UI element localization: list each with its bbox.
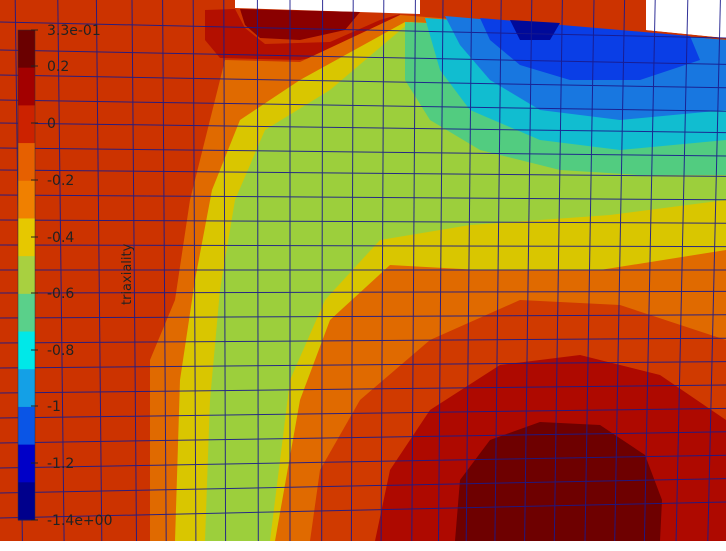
colorbar-segment <box>18 293 35 333</box>
colorbar: 3.3e-01 0.2 0 -0.2 -0.4 -0.6 -0.8 -1 -1.2 -1.4e+0… <box>17 23 135 529</box>
mesh-line <box>0 147 726 157</box>
mesh-line <box>0 219 726 224</box>
mesh-line <box>0 454 726 469</box>
mesh-line <box>0 244 726 248</box>
colorbar-title: triaxiality <box>120 243 135 305</box>
colorbar-ticks: 3.3e-01 0.2 0 -0.2 -0.4 -0.6 -0.8 -1 -1.2 -1.4e+0… <box>31 23 112 529</box>
colorbar-tick-label: -0.6 <box>47 286 74 302</box>
colorbar-segment <box>18 105 35 144</box>
mesh-line <box>0 194 726 201</box>
colorbar-segment <box>18 482 35 521</box>
mesh-line <box>0 314 726 319</box>
contour-navy <box>510 20 560 40</box>
colorbar-segment <box>18 256 35 295</box>
colorbar-segment <box>18 331 35 370</box>
colorbar-segment <box>18 180 35 219</box>
mesh-line <box>0 407 726 419</box>
mesh-line <box>0 122 726 134</box>
mesh-line <box>0 501 726 519</box>
mesh-line <box>0 49 726 65</box>
colorbar-tick-label: -0.4 <box>47 230 74 246</box>
mesh-line <box>0 21 726 39</box>
colorbar-tick-label: -0.2 <box>47 173 74 189</box>
colorbar-tick-label: 0.2 <box>47 59 69 75</box>
colorbar-tick-label: -1.4e+00 <box>47 513 112 529</box>
mesh-line <box>0 478 726 494</box>
colorbar-segments <box>17 29 36 521</box>
colorbar-segment <box>18 444 35 483</box>
mesh-line <box>0 384 726 394</box>
mesh-line <box>0 431 726 444</box>
mesh-line <box>0 290 726 294</box>
mesh-line <box>0 74 726 89</box>
colorbar-tick-label: 3.3e-01 <box>47 23 101 39</box>
colorbar-tick-label: -0.8 <box>47 343 74 359</box>
colorbar-segment <box>18 369 35 408</box>
colorbar-tick-label: -1 <box>47 399 61 415</box>
colorbar-segment <box>18 143 35 182</box>
top-gap <box>235 0 420 14</box>
colorbar-frame <box>17 29 36 521</box>
colorbar-tick-label: -1.2 <box>47 456 74 472</box>
colorbar-segment <box>18 218 35 257</box>
mesh-line <box>0 337 726 344</box>
contour-dark-top <box>240 9 360 40</box>
mesh-line <box>0 361 726 369</box>
colorbar-tick-label: 0 <box>47 116 56 132</box>
colorbar-segment <box>18 406 35 446</box>
colorbar-segment <box>18 67 35 106</box>
colorbar-segment <box>18 30 35 69</box>
mesh-line <box>0 169 726 177</box>
mesh-line <box>0 99 726 112</box>
top-notch <box>235 0 726 38</box>
